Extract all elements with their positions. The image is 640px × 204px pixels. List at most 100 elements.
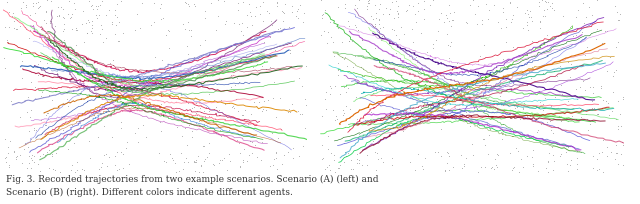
Point: [5, 140, 15, 143]
Point: [340, 154, 351, 157]
Point: [368, 139, 378, 142]
Point: [592, 0, 602, 2]
Point: [337, 108, 348, 111]
Point: [434, 17, 444, 20]
Point: [593, 112, 603, 115]
Point: [444, 3, 454, 7]
Point: [51, 40, 61, 44]
Point: [572, 156, 582, 159]
Point: [156, 130, 166, 133]
Point: [242, 25, 252, 29]
Point: [240, 109, 250, 112]
Point: [333, 26, 343, 29]
Point: [236, 166, 246, 169]
Point: [493, 20, 503, 23]
Point: [571, 87, 581, 91]
Point: [186, 28, 196, 31]
Point: [518, 27, 529, 30]
Point: [328, 40, 338, 43]
Point: [448, 18, 458, 22]
Point: [109, 98, 119, 101]
Point: [259, 60, 269, 63]
Point: [95, 4, 106, 7]
Point: [548, 131, 559, 134]
Point: [239, 147, 249, 151]
Point: [263, 98, 273, 101]
Point: [24, 129, 34, 132]
Point: [529, 162, 539, 165]
Point: [55, 170, 65, 174]
Point: [476, 22, 486, 25]
Point: [356, 65, 366, 68]
Point: [498, 132, 508, 135]
Point: [138, 123, 148, 127]
Point: [547, 6, 557, 10]
Point: [113, 40, 123, 43]
Point: [602, 101, 612, 104]
Point: [211, 105, 221, 108]
Point: [566, 159, 576, 162]
Point: [64, 0, 74, 2]
Point: [544, 151, 554, 154]
Point: [9, 26, 19, 30]
Point: [157, 58, 168, 61]
Point: [597, 151, 607, 154]
Point: [96, 23, 106, 27]
Point: [230, 44, 241, 48]
Point: [273, 137, 284, 140]
Point: [184, 118, 194, 121]
Point: [333, 166, 343, 170]
Point: [357, 38, 367, 42]
Point: [118, 31, 129, 35]
Point: [35, 4, 45, 8]
Point: [210, 130, 220, 133]
Point: [376, 26, 386, 30]
Point: [508, 45, 518, 48]
Point: [227, 74, 237, 77]
Point: [87, 32, 97, 35]
Point: [116, 126, 126, 130]
Point: [192, 114, 202, 117]
Point: [374, 17, 385, 21]
Point: [569, 94, 579, 98]
Point: [186, 109, 196, 112]
Point: [271, 152, 282, 155]
Point: [33, 63, 44, 66]
Point: [28, 26, 38, 29]
Point: [22, 145, 33, 148]
Point: [527, 112, 537, 115]
Point: [174, 169, 184, 173]
Point: [351, 95, 362, 99]
Point: [372, 151, 382, 154]
Point: [548, 70, 559, 73]
Point: [347, 40, 357, 43]
Point: [204, 110, 214, 113]
Point: [183, 20, 193, 24]
Point: [177, 135, 188, 138]
Point: [279, 153, 289, 156]
Point: [401, 10, 411, 13]
Point: [291, 14, 301, 18]
Point: [77, 22, 87, 26]
Point: [202, 85, 212, 88]
Point: [275, 96, 285, 100]
Point: [608, 90, 618, 93]
Point: [180, 27, 190, 31]
Point: [536, 0, 547, 2]
Point: [445, 44, 455, 48]
Point: [618, 144, 628, 147]
Point: [258, 0, 268, 3]
Point: [92, 135, 102, 139]
Point: [353, 29, 364, 32]
Text: Fig. 3. Recorded trajectories from two example scenarios. Scenario (A) (left) an: Fig. 3. Recorded trajectories from two e…: [6, 174, 379, 184]
Point: [47, 142, 57, 145]
Point: [29, 160, 39, 163]
Point: [556, 119, 566, 122]
Point: [189, 3, 199, 6]
Point: [614, 18, 624, 21]
Point: [200, 10, 211, 13]
Point: [189, 159, 199, 162]
Point: [410, 12, 420, 16]
Point: [230, 84, 241, 87]
Point: [199, 123, 209, 126]
